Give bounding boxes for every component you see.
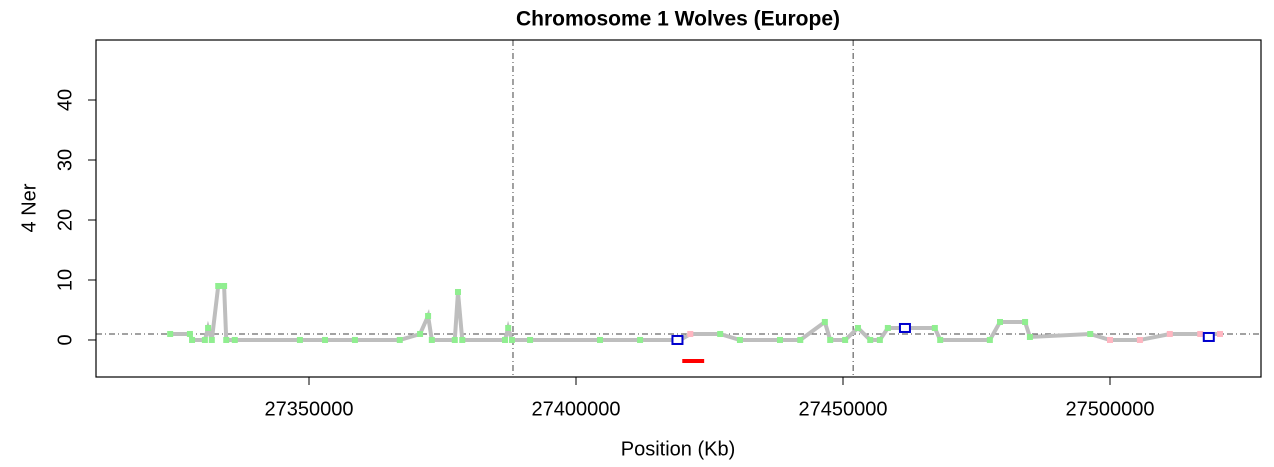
point [986,336,993,343]
point [505,324,512,331]
point [996,318,1003,325]
x-tick-label: 27400000 [532,398,621,420]
x-tick-label: 27450000 [799,398,888,420]
y-tick-label: 10 [54,269,76,291]
point [223,336,230,343]
point [821,318,828,325]
point [201,336,208,343]
point [884,324,891,331]
point [215,282,222,289]
point [637,336,644,343]
point [231,336,238,343]
point [396,336,403,343]
x-axis-label: Position (Kb) [621,438,736,460]
point [501,336,508,343]
x-tick-label: 27350000 [265,398,354,420]
y-tick-label: 40 [54,89,76,111]
point [854,324,861,331]
box-marker [1202,331,1215,342]
point [186,330,193,337]
point [876,336,883,343]
chart-title: Chromosome 1 Wolves (Europe) [516,8,840,31]
point [425,312,432,319]
box-marker [671,334,684,345]
point [931,324,938,331]
y-tick-label: 0 [54,334,76,345]
point [1136,336,1143,343]
point [208,336,215,343]
point [1022,318,1029,325]
point [867,336,874,343]
point [736,336,743,343]
point [717,330,724,337]
point [417,330,424,337]
x-tick-label: 27500000 [1066,398,1155,420]
point [776,336,783,343]
point [687,330,694,337]
point [205,324,212,331]
box-marker [898,322,911,333]
plot-frame [95,39,1262,378]
point [527,336,534,343]
point [167,330,174,337]
y-axis-label: 4 Ner [18,183,40,232]
point [189,336,196,343]
y-tick-label: 20 [54,209,76,231]
point [827,336,834,343]
point [1107,336,1114,343]
point [454,288,461,295]
point [508,336,515,343]
point [322,336,329,343]
point [597,336,604,343]
point [428,336,435,343]
point [1197,330,1204,337]
point [221,282,228,289]
point [351,336,358,343]
point [296,336,303,343]
point [1217,330,1224,337]
point [1087,330,1094,337]
point [1166,330,1173,337]
point [1026,333,1033,340]
y-tick-label: 30 [54,149,76,171]
point [797,336,804,343]
series-line [170,283,1220,342]
point [842,336,849,343]
point [459,336,466,343]
point [451,336,458,343]
point [937,336,944,343]
